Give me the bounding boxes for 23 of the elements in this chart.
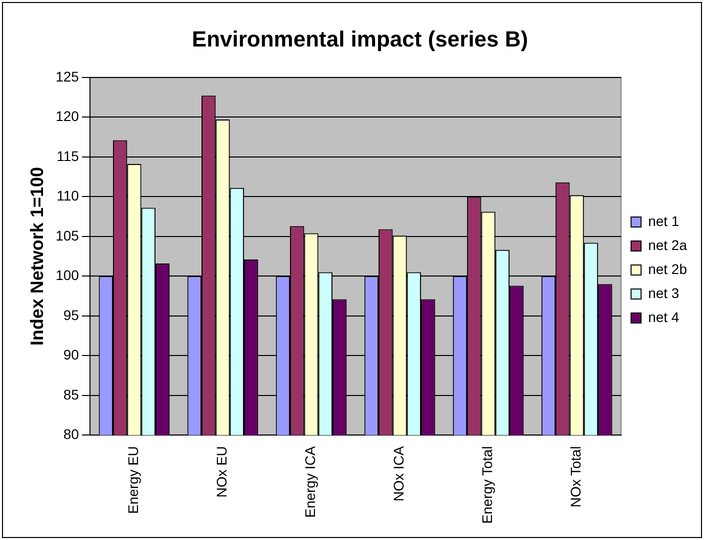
y-tick-label: 95 [63,306,80,323]
y-tick-label: 110 [56,188,80,204]
y-tick-label: 115 [56,148,80,164]
x-tick-label: Energy ICA [302,446,318,518]
x-tick-label: NOx ICA [390,446,407,502]
legend-label: net 3 [648,284,680,301]
x-tick-label: NOx Total [568,446,584,508]
y-tick-label: 80 [63,426,80,442]
legend-label: net 2b [648,260,688,277]
chart-title: Environmental impact (series B) [192,26,528,52]
y-tick-label: 90 [63,346,80,363]
y-axis-title: Index Network 1=100 [26,166,47,346]
y-tick-label: 100 [56,267,80,284]
y-tick-label: 120 [56,108,80,124]
legend-label: net 2a [648,236,688,253]
y-tick-label: 85 [63,386,80,402]
y-tick-label: 125 [56,68,80,84]
legend-label: net 4 [648,308,680,325]
y-tick-label: 105 [56,227,80,244]
legend-label: net 1 [648,212,680,229]
x-tick-label: NOx EU [214,446,230,498]
x-tick-label: Energy Total [479,446,496,524]
x-tick-label: Energy EU [125,446,142,514]
